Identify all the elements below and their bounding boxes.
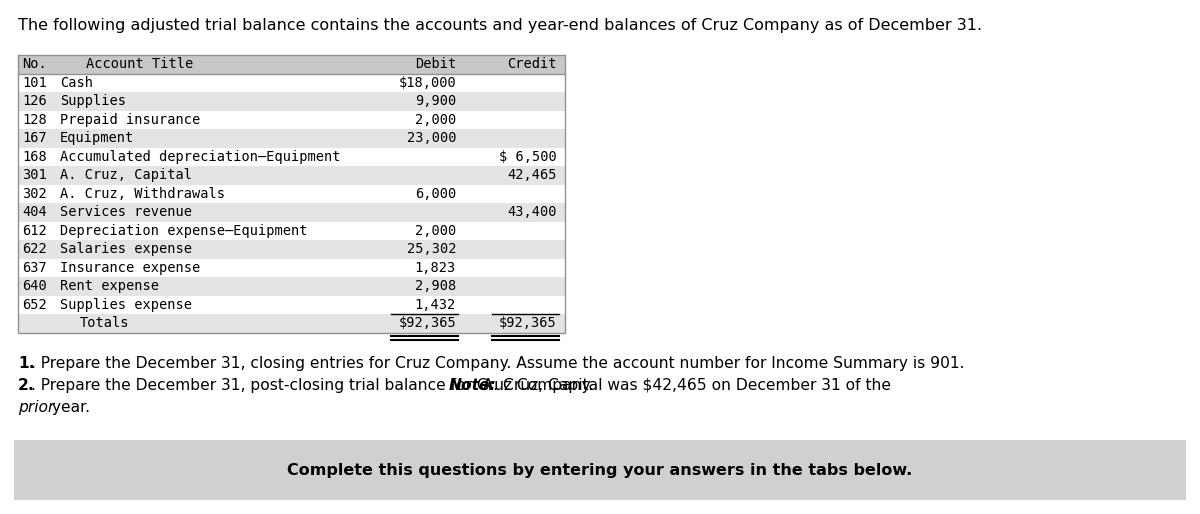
Bar xyxy=(18,240,565,259)
Text: Accumulated depreciation–Equipment: Accumulated depreciation–Equipment xyxy=(60,150,341,164)
Text: prior: prior xyxy=(18,400,54,415)
Text: Prepaid insurance: Prepaid insurance xyxy=(60,113,200,127)
Text: 128: 128 xyxy=(22,113,47,127)
Text: 9,900: 9,900 xyxy=(415,94,456,108)
Text: 1,432: 1,432 xyxy=(415,298,456,312)
Text: 622: 622 xyxy=(22,242,47,256)
Text: 42,465: 42,465 xyxy=(508,168,557,182)
Text: Note:: Note: xyxy=(449,378,497,393)
Text: 637: 637 xyxy=(22,261,47,275)
Text: 2,908: 2,908 xyxy=(415,279,456,293)
Text: 43,400: 43,400 xyxy=(508,205,557,219)
Text: 2,000: 2,000 xyxy=(415,113,456,127)
Text: 126: 126 xyxy=(22,94,47,108)
Text: Rent expense: Rent expense xyxy=(60,279,158,293)
Bar xyxy=(18,55,565,333)
Text: Salaries expense: Salaries expense xyxy=(60,242,192,256)
Text: 25,302: 25,302 xyxy=(407,242,456,256)
Text: . Prepare the December 31, closing entries for Cruz Company. Assume the account : . Prepare the December 31, closing entri… xyxy=(31,356,965,371)
Text: year.: year. xyxy=(47,400,90,415)
Text: A. Cruz, Withdrawals: A. Cruz, Withdrawals xyxy=(60,187,226,201)
Text: 2.: 2. xyxy=(18,378,35,393)
Text: $92,365: $92,365 xyxy=(398,316,456,331)
Text: Supplies expense: Supplies expense xyxy=(60,298,192,312)
Text: 168: 168 xyxy=(22,150,47,164)
Text: 612: 612 xyxy=(22,224,47,238)
Text: . Prepare the December 31, post-closing trial balance for Cruz Company.: . Prepare the December 31, post-closing … xyxy=(31,378,598,393)
Bar xyxy=(18,111,565,129)
Text: Totals: Totals xyxy=(80,316,130,331)
Bar xyxy=(18,222,565,240)
Bar xyxy=(18,203,565,222)
Bar xyxy=(18,166,565,185)
Text: 101: 101 xyxy=(22,76,47,90)
Text: 640: 640 xyxy=(22,279,47,293)
Text: Insurance expense: Insurance expense xyxy=(60,261,200,275)
Text: Cash: Cash xyxy=(60,76,94,90)
Text: $ 6,500: $ 6,500 xyxy=(499,150,557,164)
Text: 2,000: 2,000 xyxy=(415,224,456,238)
Text: 652: 652 xyxy=(22,298,47,312)
Text: $18,000: $18,000 xyxy=(398,76,456,90)
Bar xyxy=(18,185,565,203)
Bar xyxy=(18,92,565,111)
Bar xyxy=(18,129,565,148)
Text: 404: 404 xyxy=(22,205,47,219)
Text: 1.: 1. xyxy=(18,356,35,371)
Text: $92,365: $92,365 xyxy=(499,316,557,331)
Text: A. Cruz, Capital: A. Cruz, Capital xyxy=(60,168,192,182)
Text: Supplies: Supplies xyxy=(60,94,126,108)
Bar xyxy=(18,296,565,314)
Text: Complete this questions by entering your answers in the tabs below.: Complete this questions by entering your… xyxy=(287,463,913,478)
Text: A. Cruz, Capital was $42,465 on December 31 of the: A. Cruz, Capital was $42,465 on December… xyxy=(478,378,890,393)
Text: Credit: Credit xyxy=(508,57,557,71)
Bar xyxy=(18,74,565,92)
Text: The following adjusted trial balance contains the accounts and year-end balances: The following adjusted trial balance con… xyxy=(18,18,982,33)
Text: 23,000: 23,000 xyxy=(407,131,456,145)
Text: 301: 301 xyxy=(22,168,47,182)
Text: No.: No. xyxy=(22,57,47,71)
Text: Depreciation expense–Equipment: Depreciation expense–Equipment xyxy=(60,224,307,238)
Bar xyxy=(18,259,565,277)
Bar xyxy=(18,148,565,166)
Text: Equipment: Equipment xyxy=(60,131,134,145)
Text: Account Title: Account Title xyxy=(86,57,193,71)
Bar xyxy=(14,440,1186,500)
Text: Debit: Debit xyxy=(415,57,456,71)
Text: Services revenue: Services revenue xyxy=(60,205,192,219)
Text: 167: 167 xyxy=(22,131,47,145)
Bar xyxy=(18,277,565,296)
Text: 6,000: 6,000 xyxy=(415,187,456,201)
Bar xyxy=(18,314,565,333)
Text: 1,823: 1,823 xyxy=(415,261,456,275)
Bar xyxy=(18,55,565,74)
Text: 302: 302 xyxy=(22,187,47,201)
